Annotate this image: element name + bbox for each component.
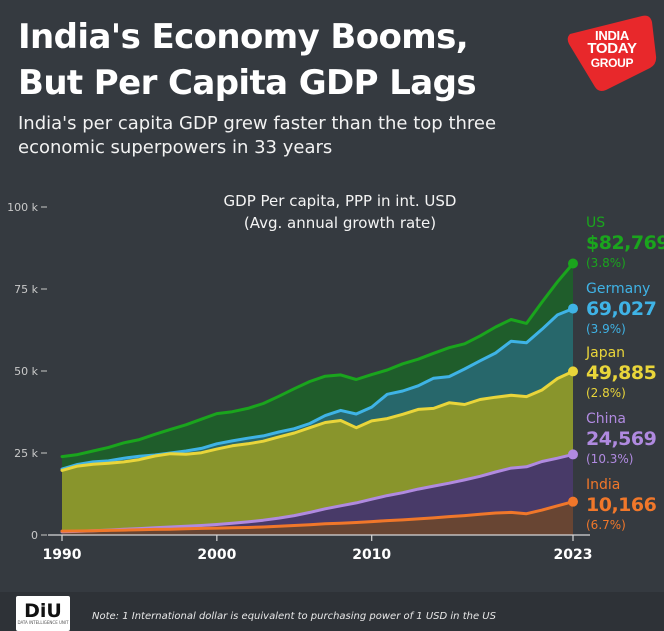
area-india (62, 501, 573, 535)
area-us (62, 263, 573, 470)
axes: 0 25 k 50 k 75 k 100 k 1990 2000 2010 2023 (7, 201, 592, 563)
area-china (62, 454, 573, 532)
label-value-germany: 69,027 (586, 298, 656, 320)
x-tick-label: 2023 (554, 547, 593, 563)
india-today-group-logo: INDIA TODAY GROUP (566, 12, 658, 92)
endpoint-japan (568, 366, 578, 377)
y-tick-label: 25 k (14, 447, 38, 460)
label-rate-japan: (2.8%) (586, 386, 626, 400)
logo-line-3: GROUP (590, 56, 634, 70)
label-value-japan: 49,885 (586, 362, 656, 384)
chart-subtitle: (Avg. annual growth rate) (243, 214, 437, 232)
label-rate-us: (3.8%) (586, 256, 626, 270)
gdp-chart: 0 25 k 50 k 75 k 100 k 1990 2000 2010 2023 US$82… (7, 201, 664, 563)
endpoint-china (568, 449, 578, 460)
chart-title: GDP Per capita, PPP in int. USD (223, 192, 457, 210)
diu-logo-text: DiU (24, 600, 62, 622)
line-germany (60, 307, 575, 471)
y-tick-label: 0 (31, 529, 38, 542)
label-value-china: 24,569 (586, 428, 656, 450)
label-rate-india: (6.7%) (586, 518, 626, 532)
area-japan (62, 371, 573, 532)
y-tick-label: 100 k (7, 201, 38, 214)
logo-shape (567, 15, 657, 92)
series-lines (60, 262, 575, 534)
label-value-us: $82,769 (586, 232, 664, 254)
diu-logo: DiU DATA INTELLIGENCE UNIT (16, 596, 70, 631)
label-value-india: 10,166 (586, 494, 657, 516)
logo-line-2: TODAY (587, 40, 637, 57)
end-points (568, 258, 578, 507)
label-name-japan: Japan (585, 345, 625, 361)
title-line-2: But Per Capita GDP Lags (18, 63, 477, 103)
title-line-1: India's Economy Booms, (18, 17, 469, 57)
x-tick-label: 2010 (352, 547, 391, 563)
footer-note: Note: 1 International dollar is equivale… (92, 611, 496, 622)
area-fills (62, 263, 573, 535)
page-title: India's Economy Booms, But Per Capita GD… (18, 14, 558, 106)
endpoint-germany (568, 303, 578, 314)
endpoint-india (568, 496, 578, 507)
line-us (60, 262, 575, 459)
label-rate-china: (10.3%) (586, 452, 633, 466)
logo-line-1: INDIA (595, 28, 629, 43)
label-name-us: US (586, 215, 605, 231)
diu-logo-subtext: DATA INTELLIGENCE UNIT (17, 620, 69, 625)
label-rate-germany: (3.9%) (586, 322, 626, 336)
page-subtitle: India's per capita GDP grew faster than … (18, 112, 578, 160)
subtitle-line-2: economic superpowers in 33 years (18, 137, 333, 158)
footer (0, 592, 664, 631)
y-tick-label: 50 k (14, 365, 38, 378)
endpoint-us (568, 258, 578, 269)
x-tick-label: 2000 (197, 547, 236, 563)
label-name-germany: Germany (586, 281, 650, 297)
line-india (60, 500, 575, 533)
line-japan (60, 369, 575, 472)
y-tick-label: 75 k (14, 283, 38, 296)
label-name-china: China (586, 411, 626, 427)
subtitle-line-1: India's per capita GDP grew faster than … (18, 113, 497, 134)
x-tick-label: 1990 (43, 547, 82, 563)
area-germany (62, 308, 573, 471)
label-name-india: India (586, 477, 620, 493)
